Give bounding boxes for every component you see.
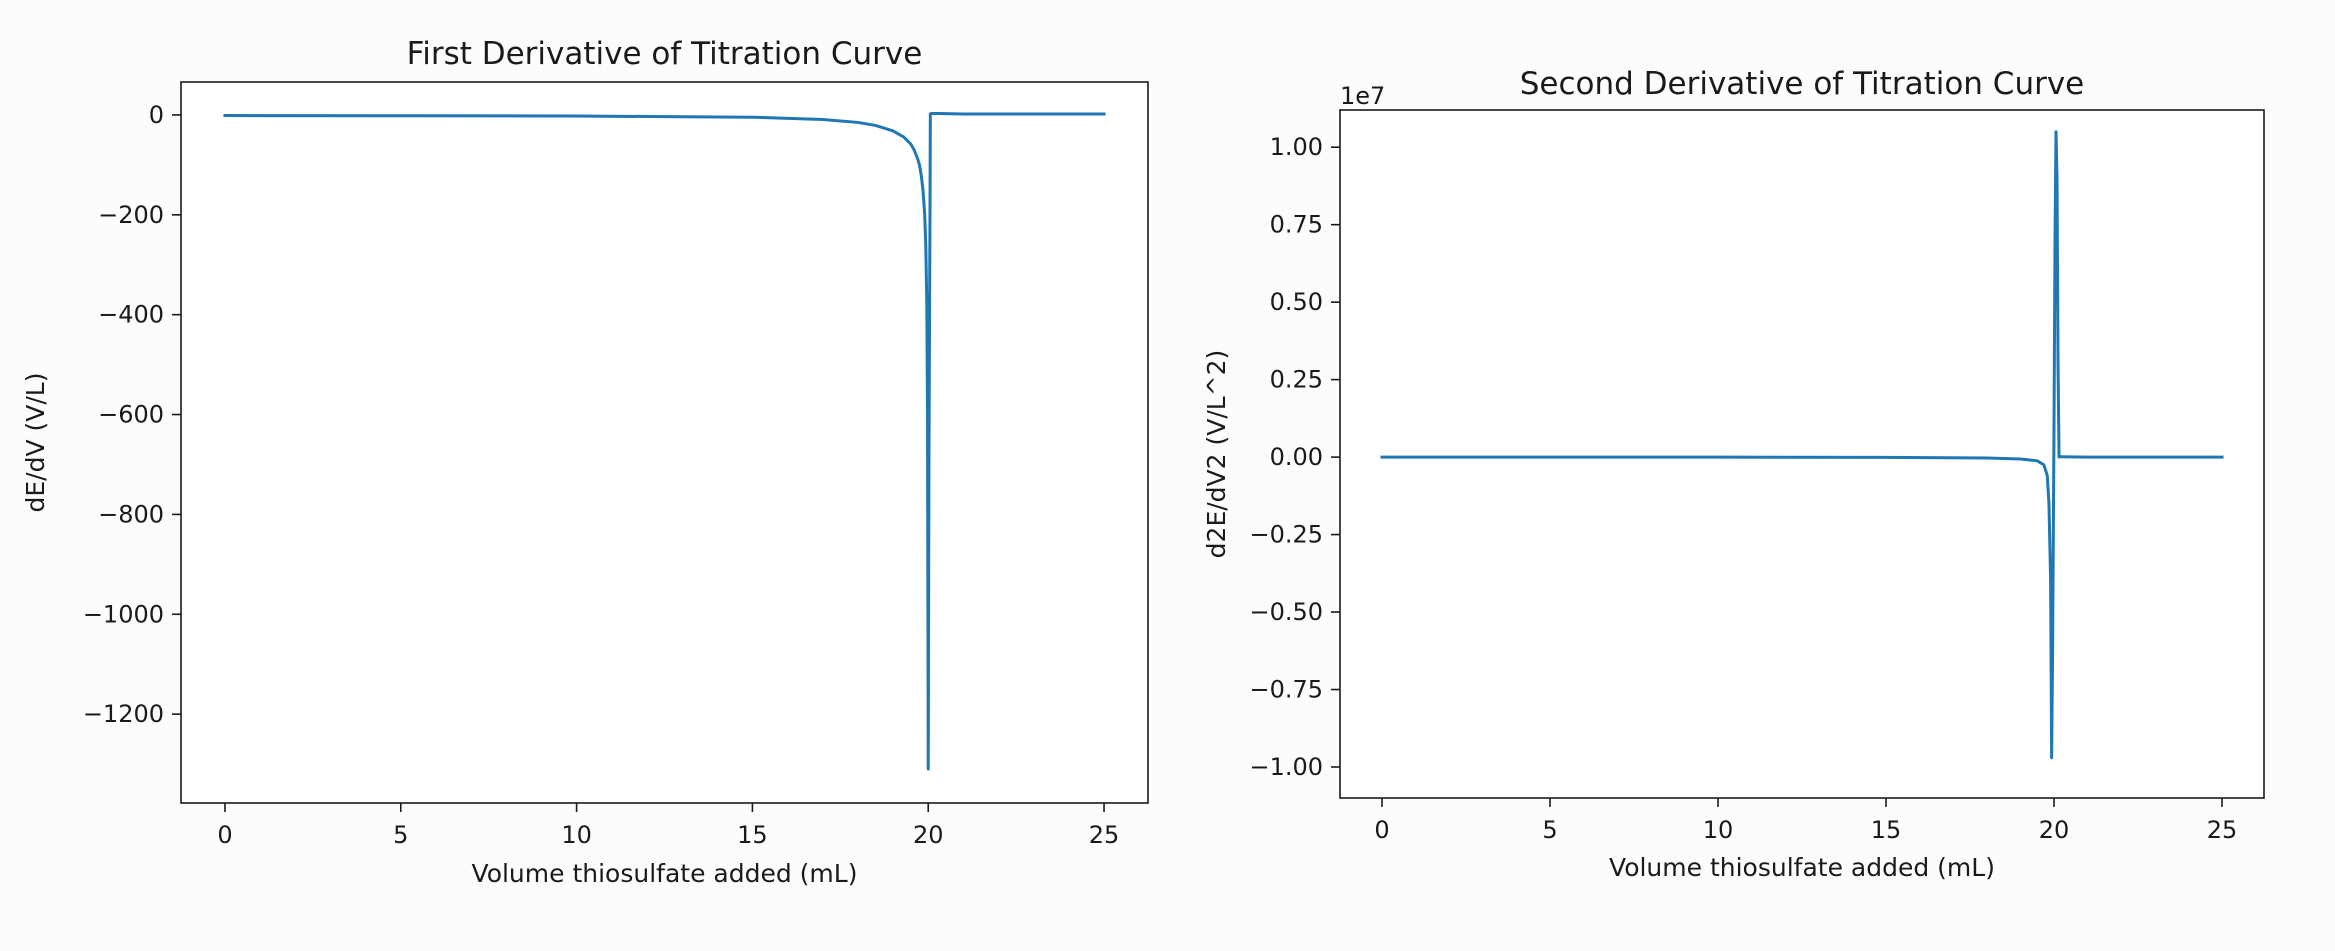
- first-derivative-series-line-0: [223, 111, 1106, 771]
- first-derivative-y-tick-label-4: −800: [98, 500, 164, 528]
- second-derivative-y-tick-label-0: 1.00: [1270, 133, 1323, 161]
- second-derivative-y-tick-label-4: 0.00: [1270, 443, 1323, 471]
- first-derivative-x-tick-label-5: 25: [1089, 821, 1120, 849]
- first-derivative-x-tick-label-4: 20: [913, 821, 944, 849]
- chart-second-derivative: 0 5 10 15 20 25 1.00 0.75 0.50 0.25 0.00 −0.25 −0.50…: [1202, 66, 2265, 882]
- first-derivative-y-tick-label-1: −200: [98, 201, 164, 229]
- first-derivative-y-tick-label-6: −1200: [83, 700, 164, 728]
- first-derivative-x-tick-label-2: 10: [561, 821, 592, 849]
- first-derivative-x-tick-label-1: 5: [393, 821, 408, 849]
- second-derivative-x-tick-label-0: 0: [1374, 816, 1389, 844]
- second-derivative-y-tick-label-8: −1.00: [1249, 753, 1323, 781]
- first-derivative-y-tick-label-5: −1000: [83, 600, 164, 628]
- second-derivative-series-line-0: [1380, 130, 2224, 760]
- first-derivative-y-tick-label-0: 0: [149, 101, 164, 129]
- first-derivative-x-tick-label-3: 15: [737, 821, 768, 849]
- chart-first-derivative: 0 5 10 15 20 25 0 −200 −400 −600 −800 −1000 −1200 Fir…: [21, 36, 1149, 888]
- first-derivative-x-axis-label: Volume thiosulfate added (mL): [472, 859, 858, 888]
- second-derivative-offset-text: 1e7: [1340, 82, 1385, 110]
- second-derivative-y-tick-label-2: 0.50: [1270, 288, 1323, 316]
- first-derivative-title: First Derivative of Titration Curve: [407, 36, 923, 72]
- second-derivative-y-tick-label-1: 0.75: [1270, 211, 1323, 239]
- second-derivative-x-axis-label: Volume thiosulfate added (mL): [1609, 853, 1995, 882]
- second-derivative-x-tick-label-5: 25: [2207, 816, 2238, 844]
- first-derivative-y-axis-label: dE/dV (V/L): [21, 373, 50, 513]
- first-derivative-axes-frame: [180, 81, 1149, 804]
- second-derivative-y-tick-label-7: −0.75: [1249, 676, 1323, 704]
- second-derivative-y-tick-label-6: −0.50: [1249, 598, 1323, 626]
- second-derivative-x-tick-label-1: 5: [1542, 816, 1557, 844]
- second-derivative-plot-background: [1340, 110, 2264, 798]
- first-derivative-plot-background: [181, 82, 1148, 803]
- first-derivative-x-tick-label-0: 0: [217, 821, 232, 849]
- second-derivative-x-tick-label-4: 20: [2039, 816, 2070, 844]
- second-derivative-y-axis-label: d2E/dV2 (V/L^2): [1202, 350, 1231, 559]
- second-derivative-x-tick-label-2: 10: [1703, 816, 1734, 844]
- second-derivative-x-tick-label-3: 15: [1871, 816, 1902, 844]
- second-derivative-axes-frame: [1339, 109, 2265, 799]
- second-derivative-y-tick-label-3: 0.25: [1270, 366, 1323, 394]
- second-derivative-title: Second Derivative of Titration Curve: [1520, 66, 2085, 102]
- first-derivative-y-tick-label-3: −600: [98, 401, 164, 429]
- second-derivative-y-tick-label-5: −0.25: [1249, 521, 1323, 549]
- first-derivative-y-tick-label-2: −400: [98, 301, 164, 329]
